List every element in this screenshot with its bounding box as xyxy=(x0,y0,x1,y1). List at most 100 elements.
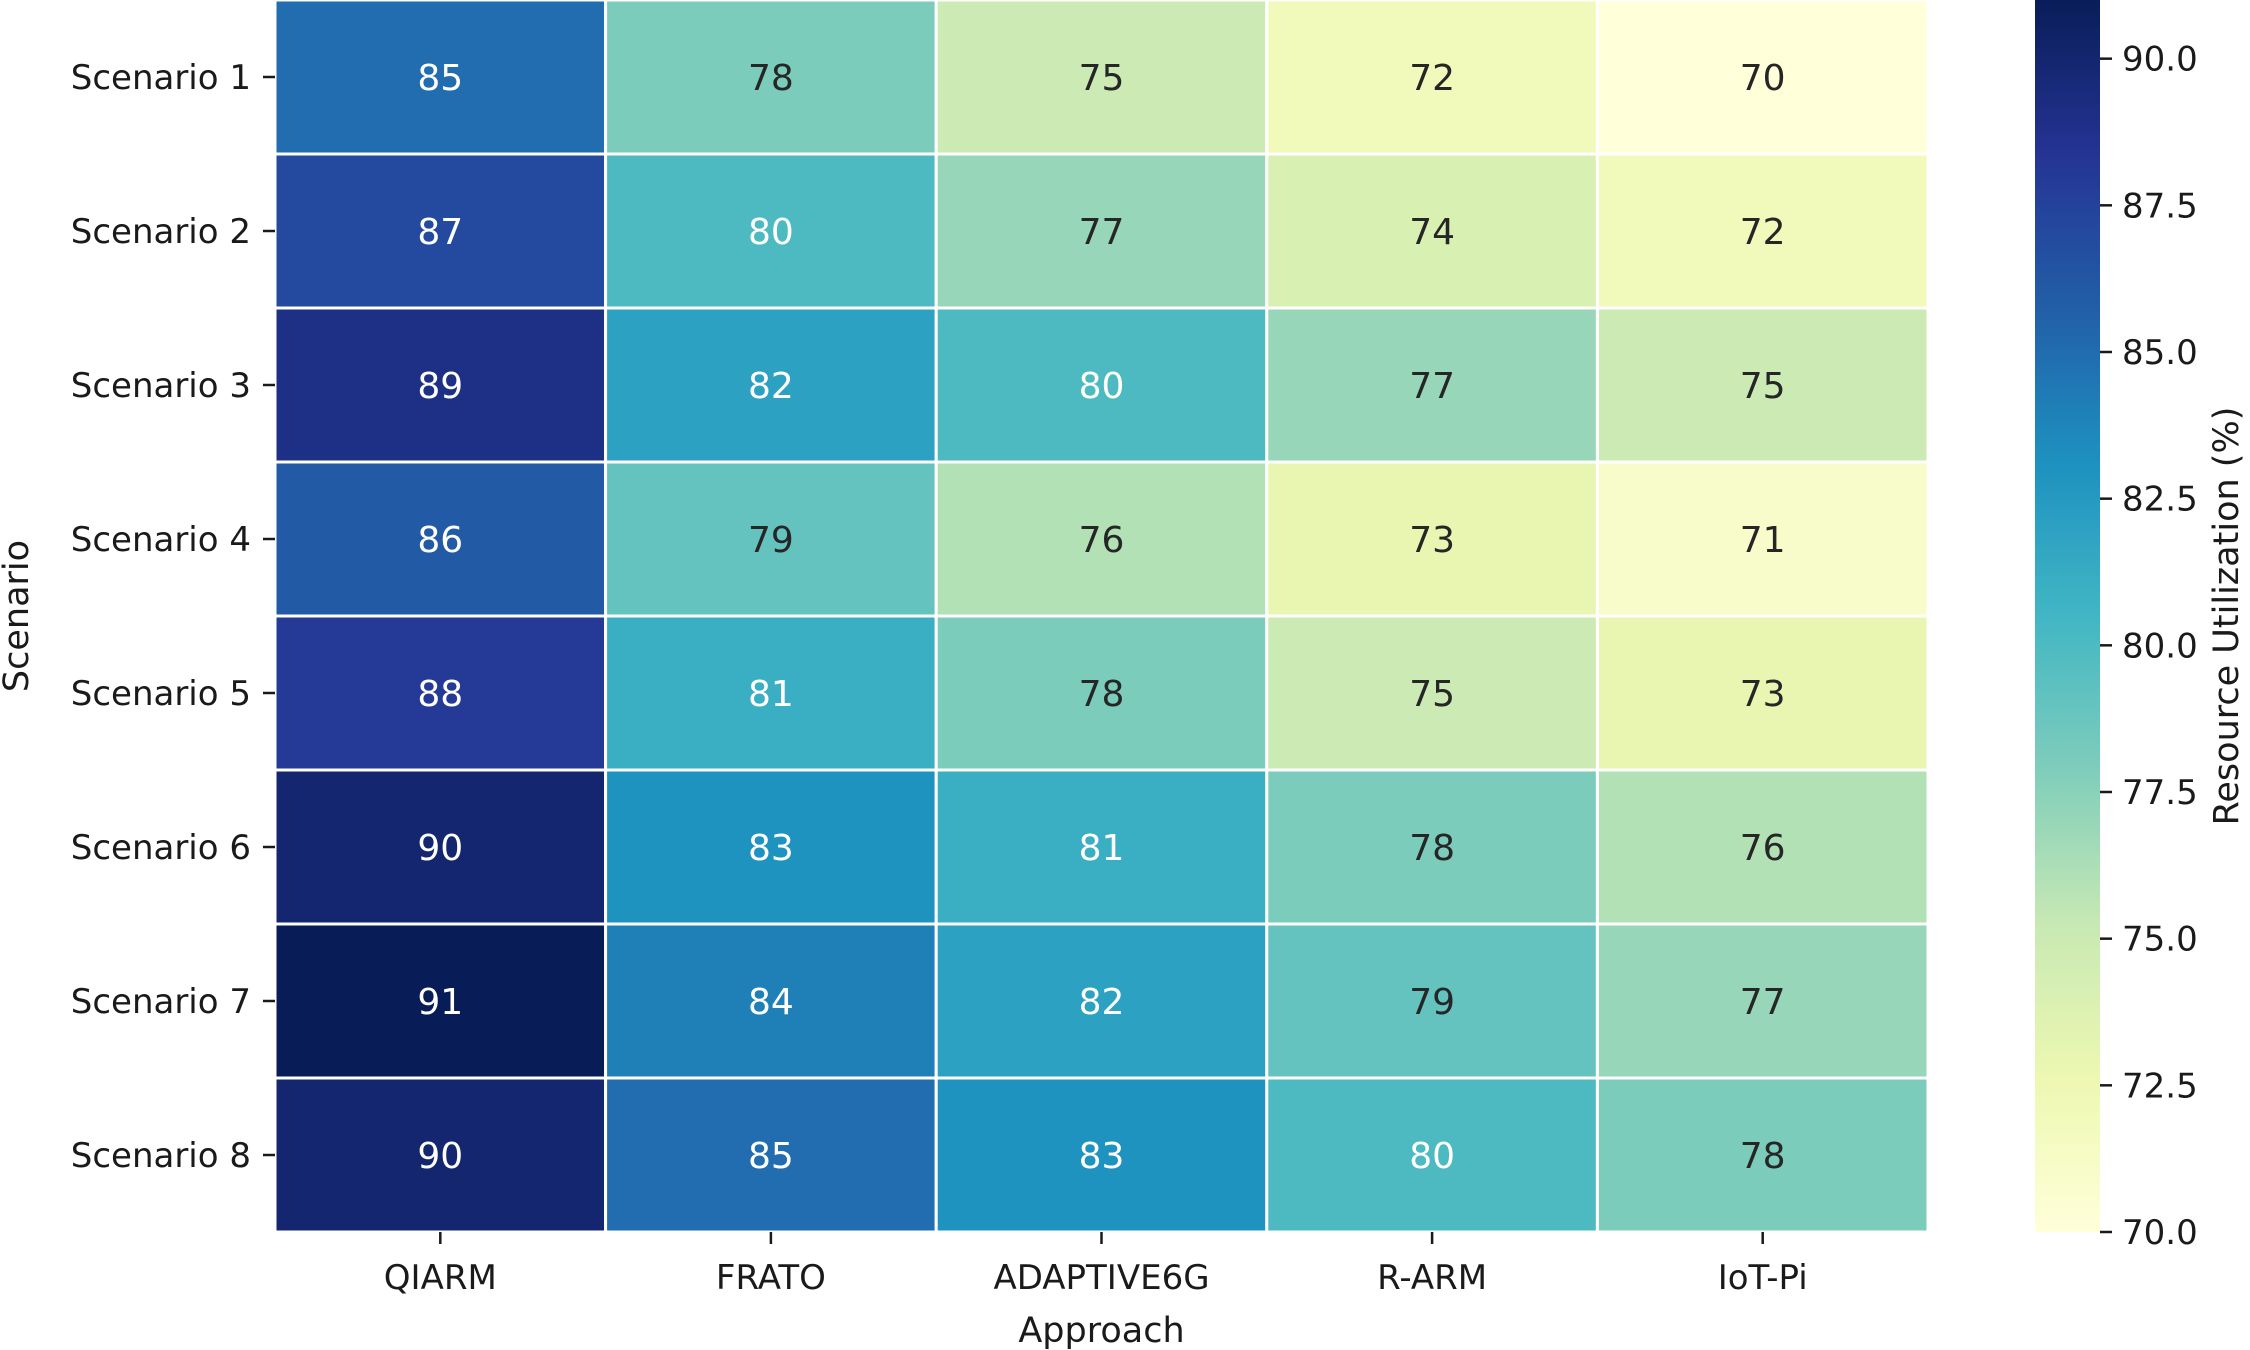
heatmap-cell xyxy=(273,460,608,618)
cell-value-label: 87 xyxy=(417,212,463,253)
y-tick-label: Scenario 3 xyxy=(71,366,251,406)
heatmap-cell xyxy=(1595,152,1930,310)
y-axis-title: Scenario xyxy=(0,540,37,692)
heatmap-cell xyxy=(1265,306,1599,464)
cell-value-label: 77 xyxy=(1409,366,1455,407)
colorbar: 70.0 72.5 75.0 77.5 80.0 82.5 85.0 87.5 90.0 Reso… xyxy=(2035,0,2247,1253)
cell-value-label: 73 xyxy=(1740,674,1786,715)
heatmap-cell xyxy=(1595,768,1930,926)
cell-value-label: 91 xyxy=(417,982,463,1023)
cell-value-label: 90 xyxy=(417,1136,463,1177)
heatmap-cell xyxy=(934,152,1269,310)
heatmap-cell xyxy=(934,1076,1269,1234)
cell-value-label: 70 xyxy=(1740,58,1786,99)
cell-value-label: 81 xyxy=(748,674,794,715)
cell-value-label: 80 xyxy=(1409,1136,1455,1177)
colorbar-tick-label: 75.0 xyxy=(2122,920,2198,960)
cell-value-label: 90 xyxy=(417,828,463,869)
x-axis: QIARM FRATO ADAPTIVE6G R-ARM IoT-Pi Approach xyxy=(384,1232,1808,1350)
heatmap-cell xyxy=(1265,0,1599,156)
cell-value-label: 80 xyxy=(1079,366,1125,407)
cell-value-label: 79 xyxy=(1409,982,1455,1023)
x-axis-title: Approach xyxy=(1018,1311,1184,1350)
cell-value-label: 78 xyxy=(1409,828,1455,869)
cell-value-label: 78 xyxy=(748,58,794,99)
heatmap-cell xyxy=(1265,614,1599,772)
heatmap-cell xyxy=(273,1076,608,1234)
y-tick-label: Scenario 7 xyxy=(71,982,251,1022)
cell-value-label: 78 xyxy=(1740,1136,1786,1177)
heatmap-cell xyxy=(1265,460,1599,618)
heatmap-cell xyxy=(934,922,1269,1080)
cell-value-label: 85 xyxy=(417,58,463,99)
cell-value-label: 77 xyxy=(1079,212,1125,253)
cell-value-label: 78 xyxy=(1079,674,1125,715)
heatmap-cell xyxy=(1595,614,1930,772)
y-tick-label: Scenario 8 xyxy=(71,1136,251,1176)
heatmap-cell xyxy=(604,152,938,310)
cell-value-label: 72 xyxy=(1740,212,1786,253)
cell-value-label: 81 xyxy=(1079,828,1125,869)
y-tick-label: Scenario 1 xyxy=(71,58,251,98)
colorbar-tick-label: 82.5 xyxy=(2122,480,2198,520)
heatmap-cell xyxy=(604,0,938,156)
cell-value-label: 85 xyxy=(748,1136,794,1177)
cell-value-label: 75 xyxy=(1740,366,1786,407)
cell-value-label: 82 xyxy=(748,366,794,407)
colorbar-tick-label: 70.0 xyxy=(2122,1213,2198,1253)
heatmap-cell xyxy=(604,614,938,772)
y-tick-label: Scenario 6 xyxy=(71,828,251,868)
heatmap-cell xyxy=(1595,1076,1930,1234)
cell-value-label: 89 xyxy=(417,366,463,407)
cell-value-label: 75 xyxy=(1409,674,1455,715)
heatmap-cells: 85 78 75 72 70 87 80 77 74 72 89 82 80 77 75 86 79 76 73 71… xyxy=(273,0,1930,1234)
colorbar-tick-label: 90.0 xyxy=(2122,40,2198,80)
heatmap-cell xyxy=(934,614,1269,772)
colorbar-tick-label: 87.5 xyxy=(2122,186,2198,226)
cell-value-label: 77 xyxy=(1740,982,1786,1023)
heatmap-cell xyxy=(1265,922,1599,1080)
heatmap-cell xyxy=(934,460,1269,618)
heatmap-cell xyxy=(273,0,608,156)
heatmap-cell xyxy=(604,922,938,1080)
x-tick-label: IoT-Pi xyxy=(1718,1258,1808,1298)
x-tick-label: QIARM xyxy=(384,1258,497,1298)
heatmap-cell xyxy=(1595,922,1930,1080)
heatmap-cell xyxy=(934,306,1269,464)
colorbar-title: Resource Utilization (%) xyxy=(2207,407,2247,826)
x-tick-label: ADAPTIVE6G xyxy=(993,1258,1209,1298)
cell-value-label: 76 xyxy=(1740,828,1786,869)
heatmap-cell xyxy=(1595,460,1930,618)
heatmap-cell xyxy=(934,0,1269,156)
cell-value-label: 83 xyxy=(1079,1136,1125,1177)
cell-value-label: 86 xyxy=(417,520,463,561)
cell-value-label: 84 xyxy=(748,982,794,1023)
cell-value-label: 73 xyxy=(1409,520,1455,561)
heatmap-cell xyxy=(273,614,608,772)
heatmap-cell xyxy=(604,460,938,618)
colorbar-bar xyxy=(2035,0,2100,1232)
cell-value-label: 72 xyxy=(1409,58,1455,99)
cell-value-label: 75 xyxy=(1079,58,1125,99)
y-axis: Scenario 1 Scenario 2 Scenario 3 Scenario 4… xyxy=(0,58,275,1176)
colorbar-tick-label: 77.5 xyxy=(2122,773,2198,813)
cell-value-label: 74 xyxy=(1409,212,1455,253)
x-tick-label: R-ARM xyxy=(1377,1258,1487,1298)
heatmap-cell xyxy=(1595,0,1930,156)
cell-value-label: 88 xyxy=(417,674,463,715)
heatmap-cell xyxy=(1595,306,1930,464)
cell-value-label: 80 xyxy=(748,212,794,253)
colorbar-tick-label: 72.5 xyxy=(2122,1066,2198,1106)
y-tick-label: Scenario 2 xyxy=(71,212,251,252)
cell-value-label: 79 xyxy=(748,520,794,561)
cell-value-label: 71 xyxy=(1740,520,1786,561)
y-tick-label: Scenario 5 xyxy=(71,674,251,714)
y-tick-label: Scenario 4 xyxy=(71,520,251,560)
cell-value-label: 82 xyxy=(1079,982,1125,1023)
colorbar-tick-label: 80.0 xyxy=(2122,626,2198,666)
cell-value-label: 83 xyxy=(748,828,794,869)
heatmap-cell xyxy=(1265,1076,1599,1234)
colorbar-tick-label: 85.0 xyxy=(2122,333,2198,373)
